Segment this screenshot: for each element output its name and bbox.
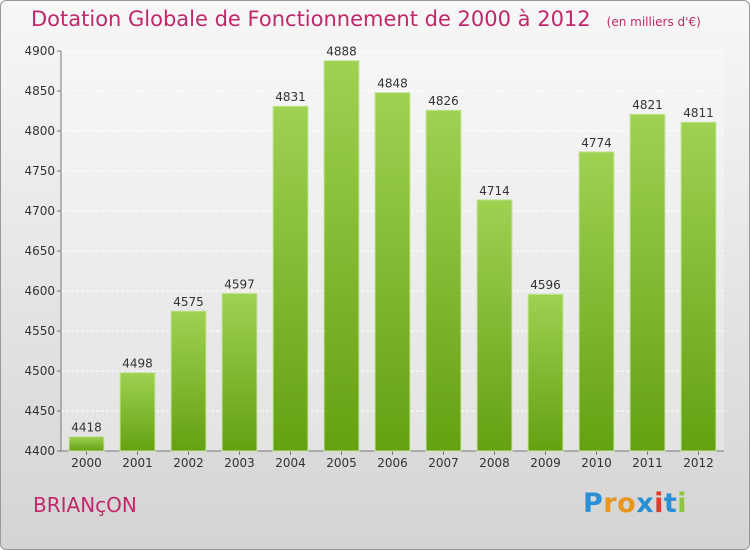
- bar-2006: [374, 92, 411, 452]
- x-tick-label: 2001: [122, 456, 153, 470]
- bars: [68, 60, 717, 452]
- bar-2004: [272, 105, 309, 452]
- data-label: 4888: [326, 45, 357, 59]
- data-label: 4714: [479, 184, 510, 198]
- chart-title-text: Dotation Globale de Fonctionnement de 20…: [31, 7, 591, 31]
- data-label: 4575: [173, 295, 204, 309]
- x-tick-label: 2000: [71, 456, 102, 470]
- x-tick-label: 2009: [530, 456, 561, 470]
- bar-2012: [680, 121, 717, 452]
- bar-2000: [68, 436, 105, 452]
- x-tick-label: 2008: [479, 456, 510, 470]
- data-label: 4848: [377, 77, 408, 91]
- unit-label: (en milliers d'€): [606, 15, 701, 29]
- logo-letter: o: [617, 488, 637, 519]
- x-tick-label: 2002: [173, 456, 204, 470]
- bar-2009: [527, 293, 564, 452]
- bar-2003: [221, 292, 258, 452]
- bar-2008: [476, 199, 513, 452]
- data-label: 4826: [428, 94, 459, 108]
- logo-letter: t: [663, 488, 678, 519]
- x-tick-label: 2005: [326, 456, 357, 470]
- y-tick-label: 4700: [24, 204, 55, 218]
- y-tick-label: 4500: [24, 364, 55, 378]
- data-label: 4418: [71, 421, 102, 435]
- data-label: 4774: [581, 136, 612, 150]
- proxiti-logo: Proxiti: [583, 488, 687, 519]
- y-tick-label: 4650: [24, 244, 55, 258]
- data-label: 4831: [275, 90, 306, 104]
- x-tick-label: 2012: [683, 456, 714, 470]
- y-tick-label: 4400: [24, 444, 55, 458]
- x-tick-label: 2006: [377, 456, 408, 470]
- chart-title: Dotation Globale de Fonctionnement de 20…: [31, 7, 701, 31]
- bar-2007: [425, 109, 462, 452]
- bar-2011: [629, 113, 666, 452]
- y-tick-label: 4900: [24, 44, 55, 58]
- x-tick-label: 2004: [275, 456, 306, 470]
- data-label: 4597: [224, 277, 255, 291]
- bar-2002: [170, 310, 207, 452]
- logo-letter: i: [677, 488, 688, 519]
- y-tick-label: 4750: [24, 164, 55, 178]
- x-tick-label: 2010: [581, 456, 612, 470]
- labels: 4418 2000 4498 2001 4575 2002 4597 2003 4831 2004…: [71, 45, 714, 470]
- y-tick-label: 4450: [24, 404, 55, 418]
- logo-letter: r: [603, 488, 618, 519]
- logo-letter: i: [654, 488, 664, 519]
- commune-name: BRIANçON: [33, 493, 137, 517]
- y-tick-label: 4600: [24, 284, 55, 298]
- y-tick-label: 4800: [24, 124, 55, 138]
- bar-2005: [323, 60, 360, 452]
- logo-letter: P: [583, 488, 604, 519]
- y-tick-label: 4850: [24, 84, 55, 98]
- x-tick-label: 2003: [224, 456, 255, 470]
- data-label: 4821: [632, 98, 663, 112]
- logo-letter: x: [636, 488, 655, 519]
- data-label: 4596: [530, 278, 561, 292]
- x-tick-label: 2007: [428, 456, 459, 470]
- bar-2010: [578, 151, 615, 452]
- data-label: 4811: [683, 106, 714, 120]
- bar-2001: [119, 372, 156, 452]
- x-tick-label: 2011: [632, 456, 663, 470]
- data-label: 4498: [122, 357, 153, 371]
- y-tick-label: 4550: [24, 324, 55, 338]
